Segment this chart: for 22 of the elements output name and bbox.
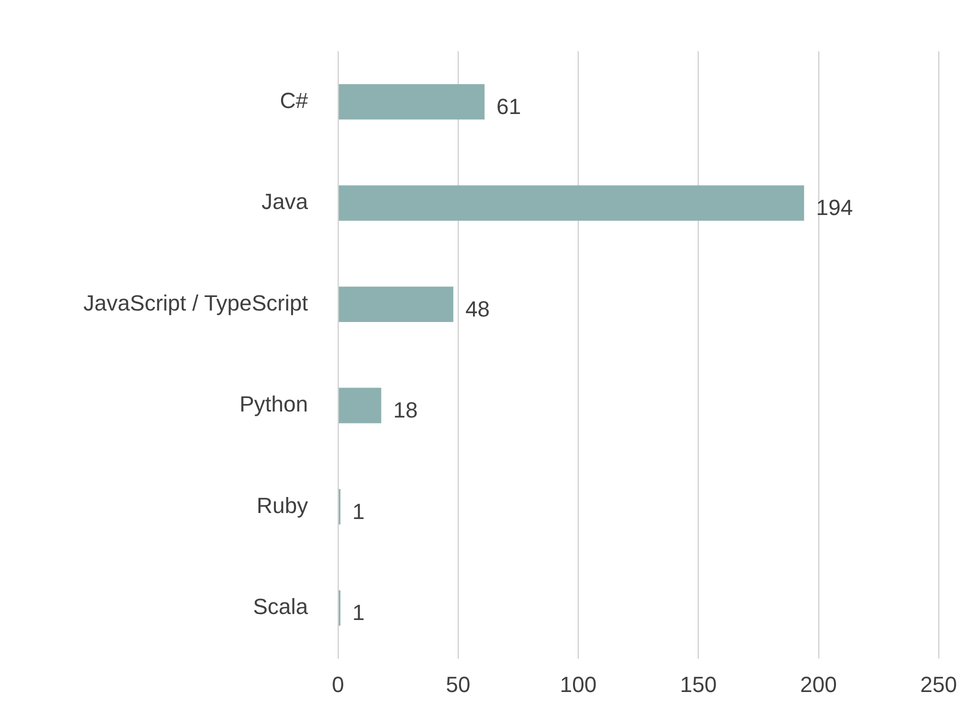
- bar: [338, 286, 454, 322]
- x-tick-label: 150: [680, 672, 717, 697]
- bar: [338, 185, 804, 221]
- y-tick-label: Python: [240, 392, 308, 417]
- data-label: 1: [352, 498, 365, 524]
- y-tick-label: Ruby: [256, 492, 308, 518]
- y-tick-label: JavaScript / TypeScript: [83, 290, 308, 316]
- x-tick-label: 100: [560, 672, 597, 697]
- x-tick-label: 250: [920, 672, 958, 697]
- bar: [338, 84, 485, 120]
- data-label: 48: [465, 296, 490, 322]
- data-label: 61: [496, 94, 522, 119]
- x-tick-label: 200: [800, 672, 837, 697]
- data-label: 18: [393, 398, 418, 423]
- x-tick-label: 0: [332, 672, 344, 697]
- y-tick-label: C#: [280, 88, 309, 113]
- data-label: 1: [352, 600, 365, 626]
- data-label: 194: [816, 195, 853, 220]
- x-tick-label: 50: [446, 672, 470, 697]
- bar: [338, 388, 382, 424]
- y-tick-label: Java: [262, 189, 309, 214]
- y-tick-label: Scala: [252, 594, 309, 620]
